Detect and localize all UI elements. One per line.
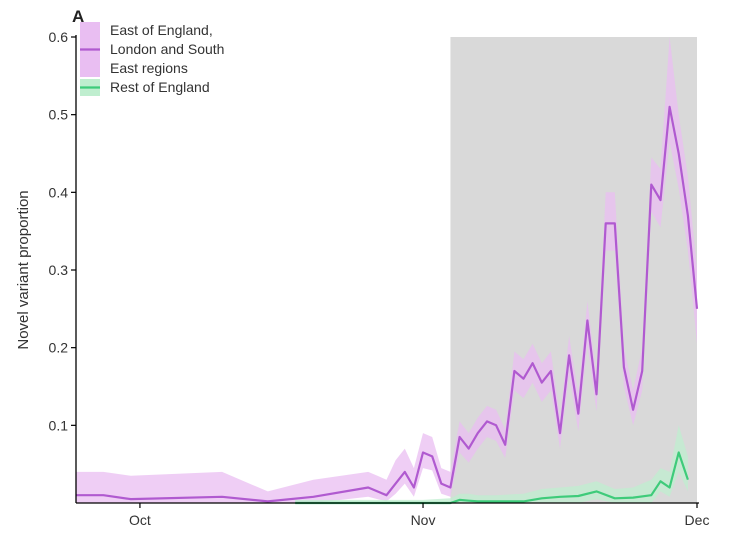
- y-tick-label: 0.1: [49, 417, 69, 433]
- legend-label-1: East of England,: [110, 22, 213, 38]
- y-tick-label: 0.3: [49, 262, 69, 278]
- x-tick-label: Nov: [411, 512, 436, 528]
- y-tick-label: 0.4: [49, 184, 69, 200]
- legend-label-2: Rest of England: [110, 79, 210, 95]
- confidence-band-2: [295, 425, 688, 503]
- y-tick-label: 0.6: [49, 29, 69, 45]
- panel-label: A: [72, 7, 84, 26]
- legend-label-1: London and South: [110, 41, 224, 57]
- x-tick-label: Oct: [129, 512, 151, 528]
- confidence-band-1: [76, 37, 697, 503]
- series-line-1: [76, 105, 699, 503]
- y-axis-title: Novel variant proportion: [15, 190, 32, 349]
- legend: East of England, London and South East reg…: [80, 22, 224, 96]
- y-tick-label: 0.5: [49, 107, 69, 123]
- y-tick-label: 0.2: [49, 340, 69, 356]
- legend-label-1: East regions: [110, 60, 188, 76]
- x-tick-label: Dec: [685, 512, 710, 528]
